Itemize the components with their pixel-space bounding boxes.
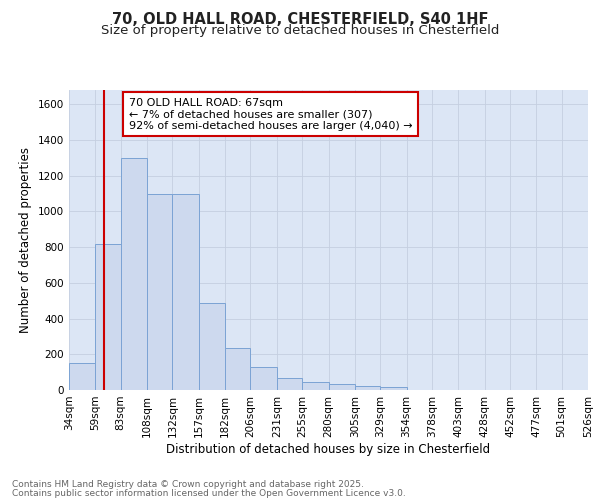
Text: 70 OLD HALL ROAD: 67sqm
← 7% of detached houses are smaller (307)
92% of semi-de: 70 OLD HALL ROAD: 67sqm ← 7% of detached…	[128, 98, 412, 130]
Bar	[69, 363, 95, 390]
Bar	[172, 194, 199, 390]
Bar	[199, 302, 225, 390]
Text: 70, OLD HALL ROAD, CHESTERFIELD, S40 1HF: 70, OLD HALL ROAD, CHESTERFIELD, S40 1HF	[112, 12, 488, 28]
Bar	[250, 367, 277, 390]
Bar	[380, 388, 407, 390]
Bar	[95, 244, 121, 390]
Text: Contains public sector information licensed under the Open Government Licence v3: Contains public sector information licen…	[12, 488, 406, 498]
Bar	[121, 158, 147, 390]
Bar	[355, 386, 380, 390]
Bar	[302, 382, 329, 390]
Text: Contains HM Land Registry data © Crown copyright and database right 2025.: Contains HM Land Registry data © Crown c…	[12, 480, 364, 489]
Bar	[147, 194, 172, 390]
Y-axis label: Number of detached properties: Number of detached properties	[19, 147, 32, 333]
Text: Size of property relative to detached houses in Chesterfield: Size of property relative to detached ho…	[101, 24, 499, 37]
Bar	[225, 348, 250, 390]
Bar	[277, 378, 302, 390]
Bar	[329, 384, 355, 390]
X-axis label: Distribution of detached houses by size in Chesterfield: Distribution of detached houses by size …	[166, 442, 491, 456]
